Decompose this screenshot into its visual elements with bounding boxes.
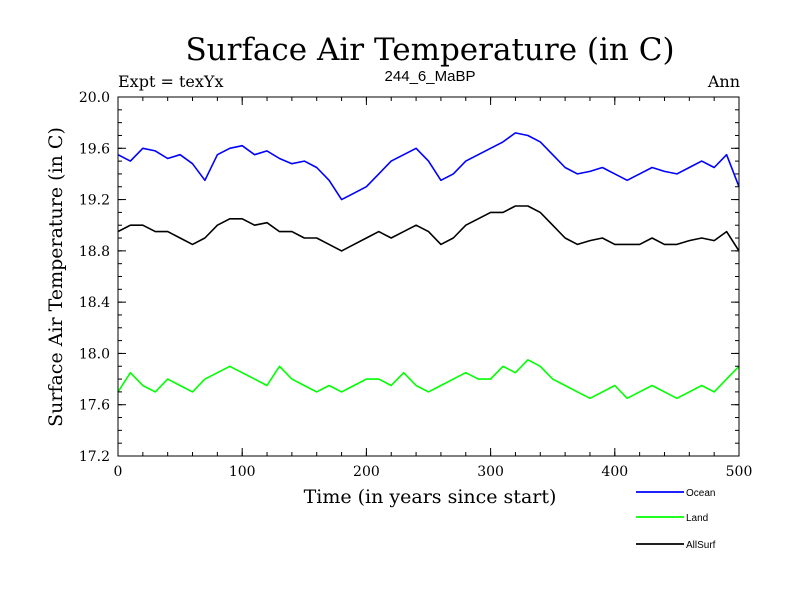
x-tick-label: 0 [114,464,123,480]
legend: Ocean Land AllSurf [636,488,716,551]
y-tick-label: 18.8 [79,244,110,260]
x-tick-label: 400 [601,464,628,480]
season-label: Ann [707,72,740,91]
legend-label-land: Land [686,513,708,524]
x-tick-label: 200 [353,464,380,480]
x-axis-label: Time (in years since start) [304,486,557,508]
plot-series [117,132,740,400]
x-tick-label: 300 [477,464,504,480]
x-tick-label: 100 [229,464,256,480]
plot-frame [117,96,740,457]
y-tick-label: 19.6 [79,141,110,157]
chart-subtitle: 244_6_MaBP [385,68,476,85]
x-axis: 0 100 200 300 400 500 [114,97,753,480]
x-tick-label: 500 [726,464,753,480]
series-line-land [117,358,740,400]
y-tick-label: 17.6 [79,398,110,414]
y-tick-label: 18.4 [79,295,110,311]
expt-label: Expt = texYx [118,72,223,91]
legend-label-ocean: Ocean [686,488,715,499]
y-tick-label: 20.0 [79,90,110,106]
y-axis: 17.2 17.6 18.0 18.4 18.8 19.2 19.6 20.0 [79,90,739,465]
chart-title: Surface Air Temperature (in C) [185,32,674,68]
legend-label-allsurf: AllSurf [686,540,716,551]
y-tick-label: 18.0 [79,346,110,362]
series-line-ocean [117,132,740,201]
y-axis-label: Surface Air Temperature (in C) [45,127,67,427]
series-line-allsurf [117,205,740,252]
y-tick-label: 17.2 [79,449,110,465]
y-tick-label: 19.2 [79,193,110,209]
